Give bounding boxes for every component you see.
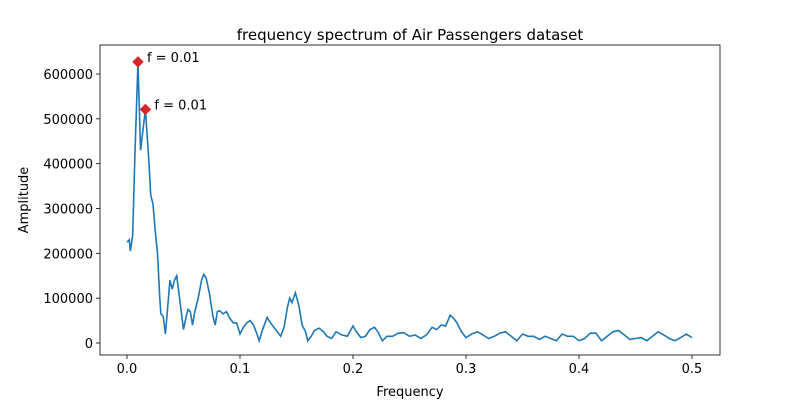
y-axis-label: Amplitude bbox=[17, 167, 32, 234]
x-tick-label: 0.5 bbox=[682, 362, 703, 377]
x-tick-label: 0.2 bbox=[343, 362, 364, 377]
y-tick-label: 500000 bbox=[43, 113, 93, 128]
y-tick-label: 300000 bbox=[43, 203, 93, 218]
peak-marker bbox=[139, 103, 152, 116]
y-tick-label: 600000 bbox=[43, 68, 93, 83]
y-tick-label: 400000 bbox=[43, 158, 93, 173]
y-tick-label: 0 bbox=[85, 337, 93, 352]
x-tick-label: 0.4 bbox=[569, 362, 590, 377]
peak-annotation: f = 0.01 bbox=[147, 51, 200, 66]
x-tick-label: 0.1 bbox=[230, 362, 251, 377]
x-tick-label: 0.3 bbox=[456, 362, 477, 377]
plot-frame bbox=[99, 44, 721, 356]
y-tick-label: 200000 bbox=[43, 247, 93, 262]
line bbox=[126, 61, 693, 344]
chart-title: frequency spectrum of Air Passengers dat… bbox=[237, 26, 584, 44]
peak-marker bbox=[132, 56, 144, 68]
x-axis-label: Frequency bbox=[376, 385, 443, 400]
y-tick-label: 100000 bbox=[43, 292, 93, 307]
peak-annotation: f = 0.01 bbox=[154, 98, 207, 113]
x-tick-label: 0.0 bbox=[117, 362, 138, 377]
